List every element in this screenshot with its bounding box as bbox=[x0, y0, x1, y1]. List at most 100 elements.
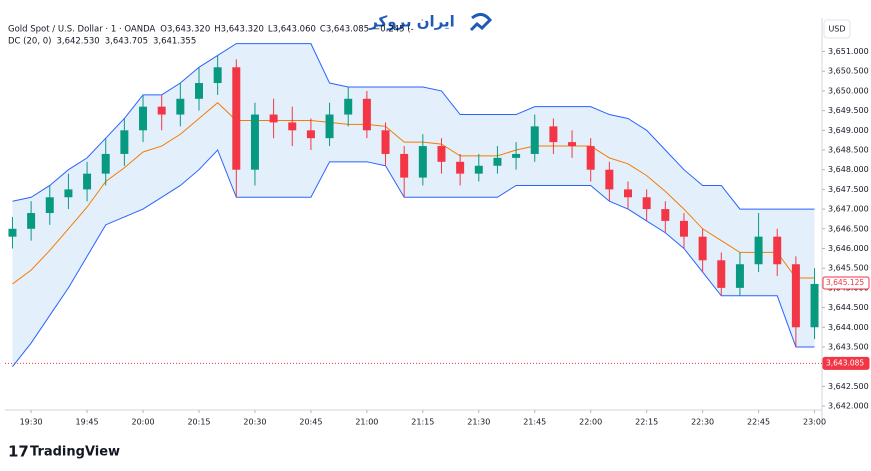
candle-body bbox=[83, 173, 92, 190]
x-tick-label: 22:00 bbox=[579, 418, 602, 427]
candle-body bbox=[791, 264, 800, 328]
y-tick-label: 3,648.500 bbox=[828, 146, 869, 155]
x-tick-label: 21:00 bbox=[355, 418, 378, 427]
header-text: O3,643.320 bbox=[160, 25, 210, 35]
x-tick-label: 21:15 bbox=[411, 418, 434, 427]
candle-body bbox=[605, 169, 614, 190]
candle-body bbox=[493, 157, 502, 166]
candle-body bbox=[8, 228, 17, 237]
candle-body bbox=[549, 126, 558, 143]
y-tick-label: 3,644.000 bbox=[828, 323, 869, 332]
x-tick-label: 20:15 bbox=[187, 418, 210, 427]
x-tick-label: 22:15 bbox=[635, 418, 658, 427]
price-label-box bbox=[822, 356, 870, 370]
candle-body bbox=[735, 264, 744, 288]
candle-body bbox=[773, 236, 782, 265]
x-tick-label: 21:30 bbox=[467, 418, 490, 427]
candle-body bbox=[269, 114, 278, 123]
logo-text: ایران بروکر bbox=[368, 13, 455, 31]
candle-body bbox=[194, 83, 203, 99]
candle-body bbox=[232, 67, 241, 170]
candle-body bbox=[288, 122, 297, 131]
x-tick-label: 22:45 bbox=[747, 418, 770, 427]
currency-box bbox=[823, 19, 851, 39]
candle-body bbox=[101, 153, 110, 174]
y-tick-label: 3,646.500 bbox=[828, 224, 869, 233]
tv-icon: 17 bbox=[8, 443, 29, 461]
header-text: 3,642.530 bbox=[56, 37, 99, 47]
candle-body bbox=[586, 146, 595, 170]
candle-body bbox=[120, 130, 129, 154]
candle-body bbox=[176, 98, 185, 115]
price-label: 3,645.125 bbox=[826, 278, 864, 287]
candle-body bbox=[400, 153, 409, 178]
candle-body bbox=[381, 130, 390, 154]
x-tick-label: 23:00 bbox=[803, 418, 826, 427]
x-tick-label: 22:30 bbox=[691, 418, 714, 427]
candle-body bbox=[530, 126, 539, 154]
y-tick-label: 3,644.500 bbox=[828, 303, 869, 312]
y-tick-label: 3,650.500 bbox=[828, 67, 869, 76]
candle-body bbox=[27, 213, 36, 229]
candle-body bbox=[213, 67, 222, 84]
x-tick-label: 21:45 bbox=[523, 418, 546, 427]
candle-body bbox=[661, 209, 670, 221]
candle-body bbox=[624, 189, 633, 198]
candle-body bbox=[64, 189, 73, 198]
y-tick-label: 3,648.000 bbox=[828, 165, 869, 174]
candle-body bbox=[45, 197, 54, 214]
x-tick-label: 19:45 bbox=[76, 418, 99, 427]
candle-body bbox=[754, 236, 763, 265]
candle-body bbox=[810, 283, 819, 328]
y-tick-label: 3,645.500 bbox=[828, 264, 869, 273]
candle-body bbox=[717, 260, 726, 288]
candle-body bbox=[344, 98, 353, 115]
y-tick-label: 3,642.500 bbox=[828, 382, 869, 391]
candle-body bbox=[456, 161, 465, 174]
candle-body bbox=[512, 153, 521, 158]
header-text: DC (20, 0) bbox=[8, 37, 51, 47]
candle-body bbox=[437, 146, 446, 162]
candle-body bbox=[418, 146, 427, 178]
candle-body bbox=[139, 106, 148, 131]
y-tick-label: 3,642.000 bbox=[828, 402, 869, 411]
footer-text: TradingView bbox=[30, 445, 120, 460]
y-tick-label: 3,649.500 bbox=[828, 106, 869, 115]
channel-fill bbox=[12, 43, 815, 367]
y-tick-label: 3,647.500 bbox=[828, 185, 869, 194]
logo: ایران بروکر bbox=[368, 13, 493, 32]
candle-body bbox=[642, 197, 651, 210]
header-text: 3,641.355 bbox=[153, 37, 196, 47]
header-text: L3,643.060 bbox=[268, 25, 316, 35]
x-tick-label: 20:45 bbox=[299, 418, 322, 427]
candle-body bbox=[157, 106, 166, 115]
price-label: 3,643.085 bbox=[826, 358, 864, 367]
candle-body bbox=[568, 142, 577, 147]
logo-icon bbox=[469, 13, 493, 32]
footer: 17 TradingView bbox=[8, 443, 120, 461]
x-tick-label: 20:00 bbox=[132, 418, 155, 427]
header-text: −0.245 (- bbox=[373, 25, 414, 35]
candle-body bbox=[250, 114, 259, 170]
y-tick-label: 3,651.000 bbox=[828, 47, 869, 56]
candle-body bbox=[362, 98, 371, 131]
y-tick-label: 3,647.000 bbox=[828, 205, 869, 214]
y-tick-label: 3,643.500 bbox=[828, 342, 869, 351]
x-tick-label: 20:30 bbox=[243, 418, 266, 427]
price-label-box bbox=[822, 276, 870, 290]
y-tick-label: 3,650.000 bbox=[828, 86, 869, 95]
header-text: 3,643.705 bbox=[105, 37, 148, 47]
candle-body bbox=[679, 220, 688, 237]
y-tick-label: 3,649.000 bbox=[828, 126, 869, 135]
channel-middle bbox=[12, 102, 815, 285]
channel-upper bbox=[12, 43, 815, 210]
header-text: Gold Spot / U.S. Dollar · 1 · OANDA bbox=[8, 25, 155, 35]
x-tick-label: 19:30 bbox=[20, 418, 43, 427]
channel-lower bbox=[12, 149, 815, 367]
y-tick-label: 3,646.000 bbox=[828, 244, 869, 253]
header-text: H3,643.320 bbox=[214, 25, 264, 35]
header-text: C3,643.085 bbox=[320, 25, 369, 35]
candle-body bbox=[325, 114, 334, 139]
candle-body bbox=[306, 130, 315, 139]
